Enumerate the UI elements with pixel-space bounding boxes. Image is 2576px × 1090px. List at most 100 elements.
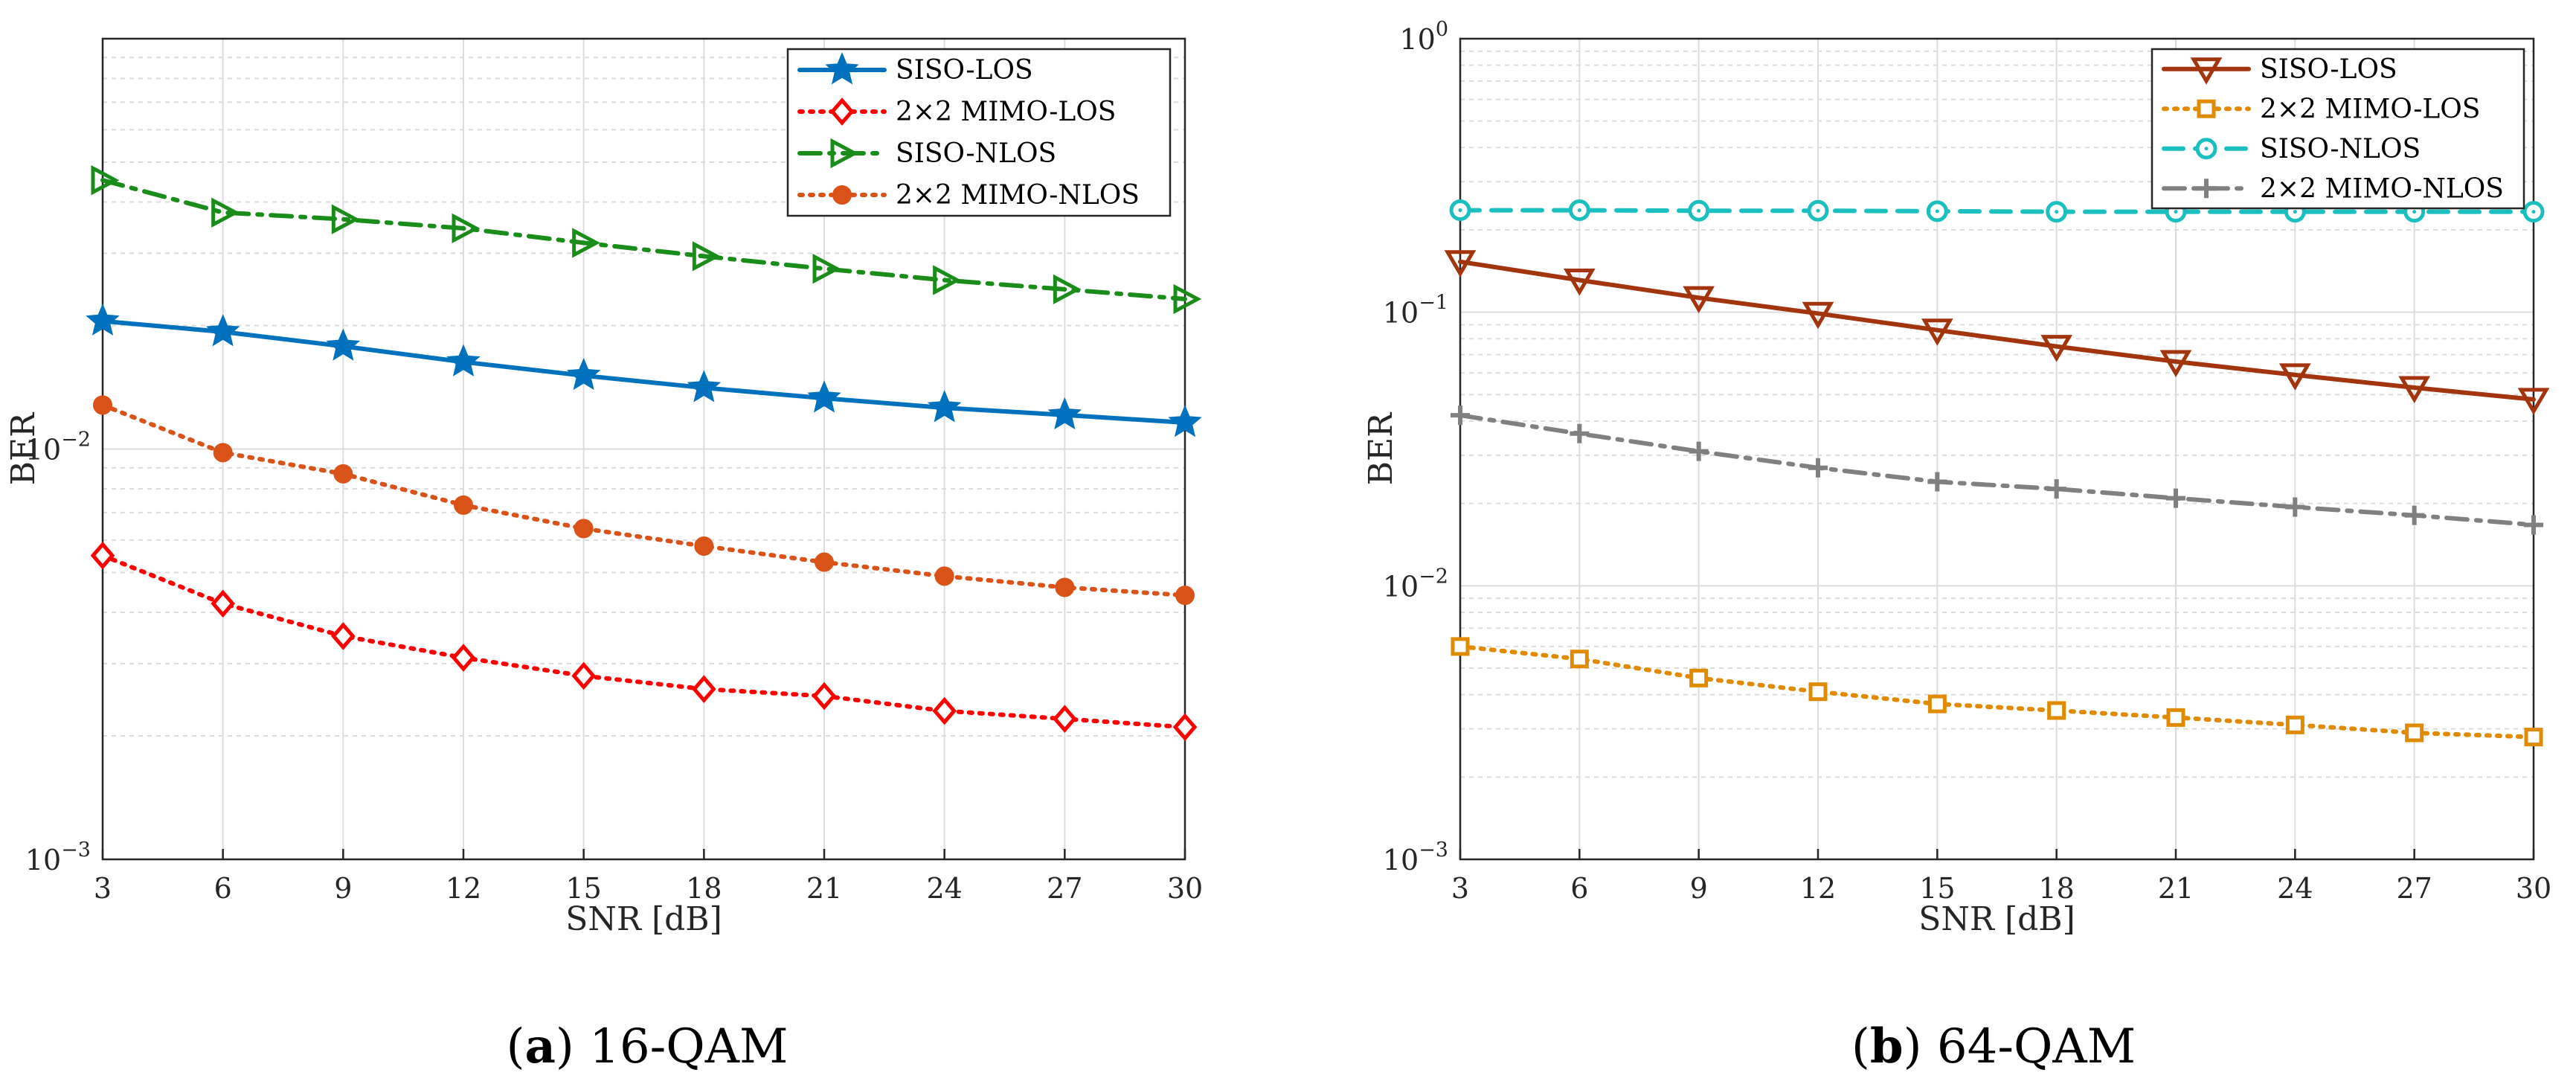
- y-tick-label: 10−3: [1383, 839, 1448, 876]
- data-point: [2524, 728, 2543, 747]
- series-line: [100, 403, 1187, 598]
- data-point: [93, 395, 112, 415]
- legend: SISO-LOS 2×2 MIMO-LOS SISO-NLOS 2×2 MIMO-NL…: [786, 48, 1172, 217]
- x-tick-label: 15: [1919, 872, 1955, 905]
- series-2: [90, 541, 1198, 742]
- data-point: [812, 254, 841, 284]
- data-point-center: [2531, 210, 2536, 214]
- data-point: [687, 370, 722, 403]
- data-point: [1053, 705, 1077, 733]
- x-tick-label: 30: [1167, 872, 1203, 905]
- data-point: [1168, 405, 1202, 437]
- data-point: [1808, 458, 1828, 478]
- panel-a-16qam: 3 6 9 12 15 18 21 24 27 30 10−2 10−3 SNR [dB] BER SISO…: [4, 37, 1203, 1074]
- data-point: [331, 204, 360, 234]
- data-point: [1175, 586, 1195, 606]
- data-point: [2166, 708, 2185, 727]
- data-point-center: [1697, 208, 1701, 213]
- legend-marker: [2190, 57, 2223, 85]
- data-point: [2046, 479, 2066, 499]
- legend-box: [786, 48, 1172, 217]
- series-line: [100, 178, 1187, 301]
- data-point: [694, 536, 714, 556]
- data-point: [86, 303, 120, 336]
- y-axis-label: BER: [1362, 411, 1400, 485]
- data-point: [1047, 397, 1082, 430]
- data-point: [211, 589, 235, 618]
- x-tick-label: 21: [2158, 872, 2194, 905]
- data-point: [574, 519, 594, 539]
- x-tick-label: 12: [1800, 872, 1836, 905]
- x-tick-label: 15: [565, 872, 601, 905]
- series-1: [1444, 250, 2550, 415]
- data-point: [1802, 301, 1834, 330]
- axes-frame: [1459, 37, 2535, 861]
- data-point-center: [2055, 210, 2059, 214]
- data-point: [807, 380, 841, 413]
- data-point: [932, 696, 957, 725]
- data-point: [2278, 363, 2311, 391]
- x-tick-label: 9: [334, 872, 352, 905]
- legend-label: SISO-NLOS: [896, 138, 1056, 169]
- data-point: [451, 644, 476, 672]
- data-point: [91, 165, 120, 196]
- data-point: [454, 495, 473, 515]
- data-point-center: [1577, 208, 1581, 213]
- data-point: [211, 197, 240, 228]
- axes-frame: [101, 37, 1186, 861]
- x-tick-label: 18: [686, 872, 722, 905]
- x-tick-label: 3: [94, 872, 112, 905]
- data-point: [90, 541, 115, 570]
- data-point-center: [2174, 210, 2178, 214]
- data-point: [692, 241, 721, 272]
- legend-marker: [830, 138, 859, 169]
- data-point: [1927, 694, 1947, 714]
- data-point-center: [2412, 210, 2417, 214]
- x-tick-label: 24: [926, 872, 962, 905]
- series-line: [1458, 413, 2536, 528]
- y-tick-label: 100: [1399, 18, 1448, 56]
- data-point: [692, 675, 716, 703]
- data-point: [571, 661, 596, 690]
- series-2: [1451, 637, 2543, 747]
- data-point: [1451, 637, 1470, 656]
- data-point: [1053, 274, 1082, 305]
- subfigure-caption: (a) 16-QAM: [506, 1019, 788, 1074]
- data-point: [1444, 250, 1477, 278]
- data-point: [815, 552, 834, 572]
- data-point-center: [1458, 208, 1462, 213]
- x-tick-label: 6: [1570, 872, 1588, 905]
- legend-marker: [832, 185, 852, 205]
- data-point: [933, 265, 961, 295]
- legend-label: SISO-NLOS: [2260, 134, 2421, 164]
- data-point: [2398, 376, 2431, 403]
- x-tick-label: 27: [2396, 872, 2432, 905]
- series-line: [1458, 208, 2536, 214]
- x-tick-label: 30: [2516, 872, 2551, 905]
- data-point: [205, 314, 240, 347]
- legend-label: SISO-LOS: [2260, 54, 2397, 85]
- data-point: [2517, 388, 2550, 415]
- x-tick-label: 18: [2038, 872, 2074, 905]
- data-point: [2524, 515, 2543, 535]
- data-point: [2285, 715, 2304, 734]
- data-point: [566, 357, 601, 391]
- x-tick-label: 12: [446, 872, 481, 905]
- data-point: [213, 443, 233, 463]
- y-tick-label: 10−3: [25, 839, 91, 876]
- series-line: [100, 553, 1187, 730]
- panel-b-64qam: 3 6 9 12 15 18 21 24 27 30 100 10−1 10−2 10−3 SNR [dB]…: [1362, 18, 2551, 1074]
- data-point: [2404, 505, 2424, 525]
- legend-label: 2×2 MIMO-NLOS: [2260, 173, 2504, 204]
- data-point: [1683, 286, 1715, 314]
- data-point: [1570, 423, 1590, 443]
- data-point: [927, 390, 962, 423]
- data-point: [1808, 682, 1828, 702]
- data-point: [1921, 318, 1953, 346]
- data-point: [934, 566, 954, 586]
- data-point: [2159, 350, 2192, 377]
- data-point: [333, 464, 353, 484]
- data-point: [1927, 472, 1947, 492]
- data-point: [1570, 650, 1589, 669]
